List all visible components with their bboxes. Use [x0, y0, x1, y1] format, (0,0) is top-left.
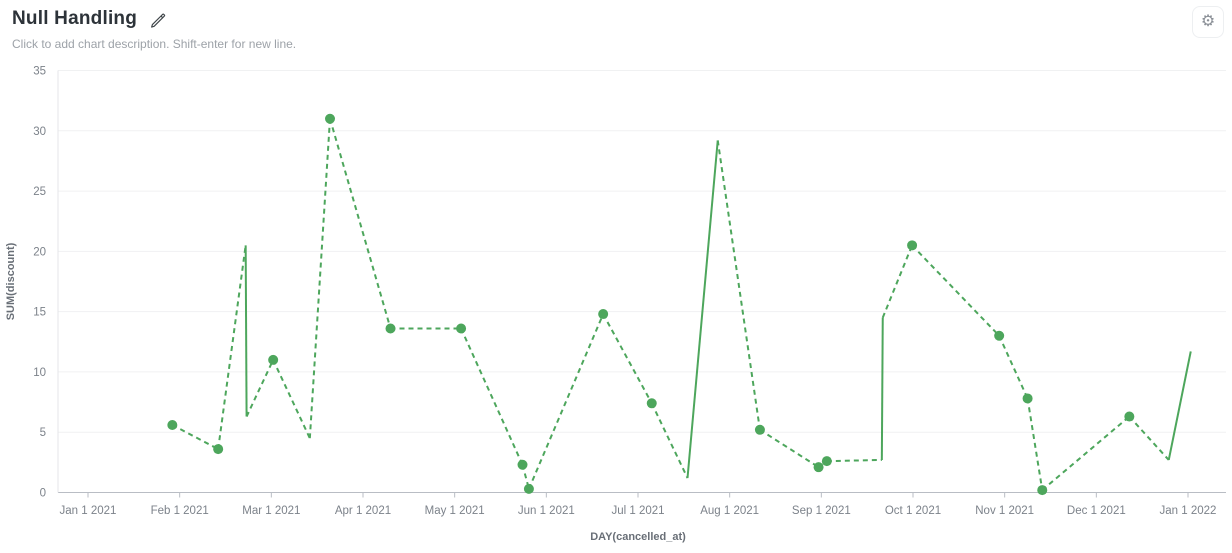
chart-line-segment-dashed	[759, 428, 820, 469]
x-tick-label: Dec 1 2021	[1067, 505, 1126, 517]
chart-title[interactable]: Null Handling	[12, 8, 138, 29]
x-tick-label: Mar 1 2021	[242, 505, 300, 517]
chart-line-segment-dashed	[460, 328, 524, 466]
y-tick-label: 15	[33, 307, 46, 319]
y-axis-title: SUM(discount)	[5, 242, 17, 320]
x-tick-label: Feb 1 2021	[151, 505, 209, 517]
y-tick-label: 25	[33, 186, 46, 198]
x-tick-label: Apr 1 2021	[335, 505, 391, 517]
data-point-marker[interactable]	[1022, 393, 1033, 404]
y-tick-label: 30	[33, 126, 46, 138]
data-point-marker[interactable]	[754, 424, 765, 435]
y-tick-label: 20	[33, 246, 46, 258]
data-point-marker[interactable]	[907, 240, 918, 251]
y-tick-label: 0	[40, 488, 46, 500]
x-tick-label: Aug 1 2021	[700, 505, 759, 517]
y-tick-label: 10	[33, 367, 46, 379]
chart-line-segment-dashed	[1128, 415, 1170, 461]
data-point-marker[interactable]	[813, 462, 824, 473]
x-axis-title: DAY(cancelled_at)	[590, 531, 686, 543]
settings-button[interactable]: ⚙	[1192, 6, 1224, 38]
data-point-marker[interactable]	[456, 323, 467, 334]
data-point-marker[interactable]	[268, 354, 279, 365]
y-tick-label: 35	[33, 66, 46, 78]
chart-line-segment-dashed	[217, 245, 247, 450]
chart-line-segment-solid	[1167, 351, 1192, 461]
data-point-marker[interactable]	[385, 323, 396, 334]
data-point-marker[interactable]	[1124, 411, 1135, 422]
chart-line-segment-solid	[880, 317, 884, 460]
x-tick-label: Jul 1 2021	[611, 505, 664, 517]
chart-line-segment-dashed	[527, 313, 605, 490]
data-point-marker[interactable]	[325, 113, 336, 124]
gear-icon: ⚙	[1200, 13, 1216, 30]
chart-description-placeholder[interactable]: Click to add chart description. Shift-en…	[12, 37, 297, 51]
chart-line-segment-dashed	[245, 359, 275, 417]
data-point-marker[interactable]	[821, 456, 832, 467]
chart-line-segment-dashed	[650, 402, 689, 479]
data-point-marker[interactable]	[646, 398, 657, 409]
chart-line-segment-solid	[686, 140, 719, 479]
x-tick-label: May 1 2021	[425, 505, 485, 517]
pencil-icon	[149, 11, 166, 28]
data-point-marker[interactable]	[213, 444, 224, 455]
chart-line-segment-dashed	[1041, 415, 1130, 491]
x-tick-label: Jun 1 2021	[518, 505, 575, 517]
chart-line-segment-dashed	[826, 458, 882, 463]
chart-line-segment-dashed	[881, 244, 914, 319]
chart-line-segment-dashed	[998, 335, 1029, 399]
x-tick-label: Jan 1 2022	[1160, 505, 1217, 517]
chart-line-segment-dashed	[308, 118, 331, 439]
x-tick-label: Sep 1 2021	[792, 505, 851, 517]
chart-line-segment-dashed	[272, 359, 311, 439]
data-point-marker[interactable]	[517, 459, 528, 470]
x-tick-label: Oct 1 2021	[885, 505, 941, 517]
chart-line-segment-dashed	[171, 424, 219, 450]
y-tick-label: 5	[40, 427, 46, 439]
data-point-marker[interactable]	[167, 419, 178, 430]
data-point-marker[interactable]	[1037, 485, 1048, 496]
x-tick-label: Nov 1 2021	[975, 505, 1034, 517]
chart-line-segment-dashed	[716, 140, 761, 430]
data-point-marker[interactable]	[994, 330, 1005, 341]
data-point-marker[interactable]	[523, 483, 534, 494]
chart-line-segment-dashed	[911, 244, 1000, 337]
chart-line-segment-dashed	[329, 118, 392, 329]
data-point-marker[interactable]	[598, 309, 609, 320]
x-tick-label: Jan 1 2021	[60, 505, 117, 517]
edit-title-button[interactable]	[147, 9, 168, 30]
chart-header: Null Handling Click to add chart descrip…	[12, 8, 296, 51]
chart-line-segment-dashed	[1026, 398, 1044, 491]
chart-line-segment-dashed	[602, 313, 653, 404]
chart-line-segment-solid	[244, 245, 248, 417]
